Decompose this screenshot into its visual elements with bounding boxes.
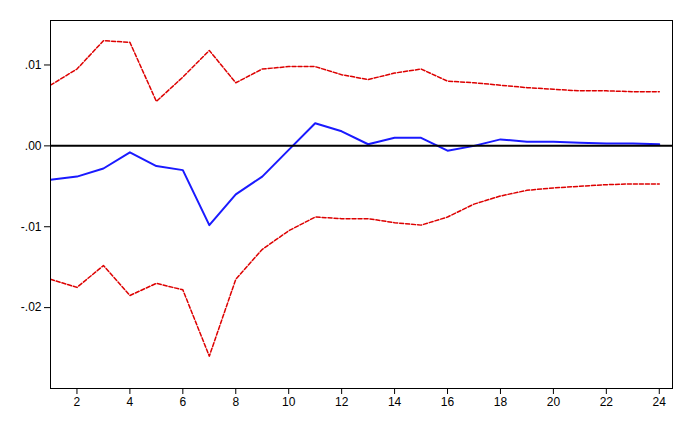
svg-text:24: 24 [653, 395, 667, 409]
svg-text:2: 2 [74, 395, 81, 409]
svg-text:8: 8 [232, 395, 239, 409]
svg-text:4: 4 [127, 395, 134, 409]
svg-text:22: 22 [600, 395, 614, 409]
svg-text:-.02: -.02 [21, 300, 42, 314]
svg-text:18: 18 [494, 395, 508, 409]
svg-text:14: 14 [388, 395, 402, 409]
svg-text:16: 16 [441, 395, 455, 409]
svg-text:10: 10 [282, 395, 296, 409]
svg-text:-.01: -.01 [21, 220, 42, 234]
svg-text:12: 12 [335, 395, 349, 409]
svg-text:6: 6 [179, 395, 186, 409]
svg-text:.01: .01 [25, 58, 42, 72]
svg-text:20: 20 [547, 395, 561, 409]
svg-text:.00: .00 [25, 139, 42, 153]
